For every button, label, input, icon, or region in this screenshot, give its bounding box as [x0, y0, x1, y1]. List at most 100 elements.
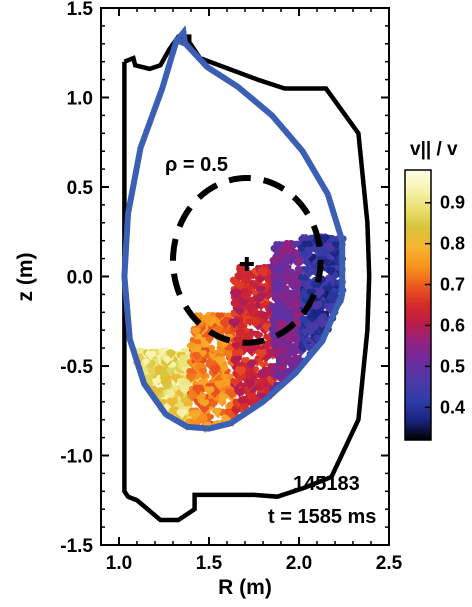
- scatter-point: [217, 397, 227, 404]
- scatter-point: [239, 346, 250, 353]
- scatter-point: [320, 250, 332, 257]
- scatter-point: [234, 391, 245, 398]
- scatter-point: [177, 412, 187, 419]
- scatter-point: [300, 340, 309, 346]
- shot-number-label: 145183: [293, 473, 360, 495]
- colorbar-tick-label: 0.8: [440, 234, 465, 254]
- scatter-point: [328, 296, 339, 303]
- scatter-point: [300, 319, 311, 326]
- scatter-point: [222, 371, 231, 377]
- scatter-point: [282, 256, 292, 263]
- scatter-point: [293, 326, 301, 332]
- scatter-point: [284, 315, 294, 321]
- scatter-point: [220, 323, 231, 330]
- scatter-point: [229, 322, 240, 329]
- vessel-wall: [122, 34, 372, 523]
- scatter-point: [332, 244, 340, 249]
- scatter-point: [144, 378, 155, 384]
- y-tick-label: 1.5: [67, 0, 94, 20]
- scatter-point: [283, 303, 294, 310]
- scatter-point: [310, 313, 321, 320]
- scatter-point: [236, 332, 246, 338]
- scatter-point: [301, 284, 312, 291]
- x-axis-ticks: 1.0 1.5 2.0 2.5: [106, 8, 403, 574]
- scatter-point: [159, 374, 170, 380]
- scatter-point: [324, 306, 332, 311]
- scatter-point: [321, 238, 329, 243]
- scatter-point: [287, 363, 298, 370]
- scatter-point: [302, 269, 310, 274]
- scatter-point: [210, 404, 218, 409]
- scatter-point: [204, 390, 215, 396]
- scatter-point: [199, 408, 209, 414]
- scatter-point: [153, 391, 163, 398]
- colorbar-tick-label: 0.9: [440, 193, 465, 213]
- colorbar-ticks: 0.9 0.8 0.7 0.6 0.5 0.4: [425, 193, 465, 417]
- scatter-point: [214, 384, 225, 391]
- separatrix-boundary: [121, 37, 346, 432]
- scatter-point: [218, 402, 226, 407]
- scatter-point: [207, 358, 218, 365]
- scatter-point: [301, 293, 311, 300]
- colorbar: v|| / v: [404, 139, 458, 441]
- scatter-point: [256, 353, 267, 360]
- scatter-point: [225, 392, 235, 398]
- boundary-shapes: [121, 25, 372, 523]
- y-axis-label: z (m): [14, 253, 37, 302]
- scatter-point: [284, 337, 293, 342]
- scatter-point: [227, 414, 238, 421]
- scatter-point: [263, 337, 273, 343]
- scatter-point: [202, 319, 213, 326]
- scatter-point: [269, 261, 280, 267]
- scatter-point: [317, 316, 327, 323]
- scatter-point: [142, 361, 150, 367]
- scatter-point: [176, 393, 187, 399]
- scatter-point: [301, 333, 311, 339]
- y-tick-label: 0.0: [67, 268, 93, 289]
- scatter-point: [235, 370, 246, 377]
- scatter-point: [241, 295, 251, 301]
- scatter-point: [152, 381, 161, 387]
- scatter-point: [222, 330, 232, 336]
- scatter-point: [192, 388, 204, 396]
- scatter-point: [301, 254, 309, 259]
- colorbar-gradient: [404, 169, 432, 441]
- scatter-point: [163, 359, 172, 365]
- scatter-point: [176, 405, 184, 410]
- x-tick-label: 1.0: [106, 553, 132, 574]
- scatter-point: [263, 390, 272, 396]
- scatter-point: [244, 383, 255, 390]
- y-tick-label: 0.5: [67, 178, 94, 199]
- scatter-point: [226, 396, 237, 403]
- scatter-point: [231, 410, 241, 416]
- scatter-point: [244, 368, 253, 374]
- scatter-point: [224, 381, 233, 387]
- scatter-point: [256, 289, 266, 295]
- scatter-point: [333, 260, 341, 266]
- scatter-point: [253, 335, 261, 340]
- scatter-point: [305, 326, 314, 332]
- scatter-point: [213, 329, 223, 335]
- scatter-point: [145, 354, 156, 361]
- rho-contour: [170, 175, 324, 346]
- scatter-point: [169, 410, 177, 415]
- scatter-point: [270, 376, 279, 381]
- scatter-point: [313, 292, 325, 299]
- scatter-point: [287, 294, 297, 300]
- scatter-point: [230, 280, 241, 287]
- scatter-point: [306, 331, 315, 336]
- scatter-point: [256, 278, 264, 284]
- y-tick-label: -1.0: [60, 447, 93, 468]
- scatter-point: [234, 358, 242, 364]
- scatter-point: [239, 302, 249, 308]
- scatter-point: [326, 270, 336, 276]
- scatter-point: [278, 315, 287, 321]
- scatter-point: [186, 377, 196, 383]
- scatter-point: [313, 250, 322, 256]
- scatter-point: [221, 343, 229, 349]
- scatter-point: [293, 262, 303, 269]
- scatter-point: [244, 307, 255, 314]
- scatter-point: [262, 381, 273, 388]
- x-tick-label: 2.0: [286, 553, 312, 574]
